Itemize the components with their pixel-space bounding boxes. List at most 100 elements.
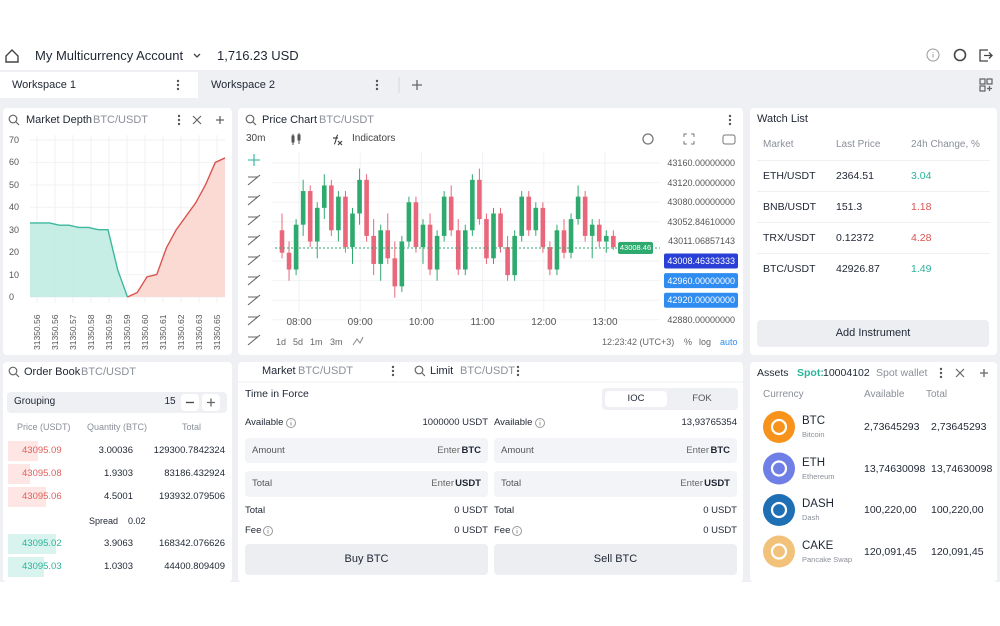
drawing-tool-icon[interactable]: [247, 334, 261, 346]
tab[interactable]: Workspace 2: [211, 79, 275, 91]
menu-icon[interactable]: [728, 122, 732, 126]
add-instrument-button[interactable]: [757, 320, 989, 347]
logout-icon[interactable]: [979, 49, 993, 62]
candle-body: [371, 235, 376, 264]
menu-icon[interactable]: [375, 83, 379, 87]
drawing-tool-icon[interactable]: [247, 314, 261, 326]
range-button[interactable]: 1m: [310, 337, 323, 347]
available: 120,091,45: [864, 545, 917, 558]
menu-icon[interactable]: [375, 87, 379, 91]
menu-icon[interactable]: [939, 375, 943, 379]
drawing-tool-icon[interactable]: [247, 274, 261, 286]
tab[interactable]: Workspace 1: [12, 79, 76, 91]
fullscreen-icon[interactable]: [683, 133, 695, 145]
menu-icon[interactable]: [176, 87, 180, 91]
button-label[interactable]: Sell BTC: [593, 553, 638, 565]
scale-option[interactable]: log: [699, 337, 712, 347]
menu-icon[interactable]: [176, 83, 180, 87]
menu-icon[interactable]: [391, 373, 395, 377]
drawing-tool-icon[interactable]: [247, 234, 261, 246]
unit: BTC: [710, 445, 730, 456]
indicators-button[interactable]: Indicators: [352, 133, 396, 144]
menu-icon[interactable]: [177, 118, 181, 122]
price: 43095.08: [22, 468, 62, 479]
price-label: 42880.00000000: [667, 314, 735, 325]
candle-type-icon[interactable]: [291, 133, 301, 145]
tif-option[interactable]: FOK: [692, 393, 712, 404]
drawing-tool-icon[interactable]: [247, 214, 261, 226]
coin-name: Pancake Swap: [802, 554, 853, 564]
candle-body: [568, 219, 574, 253]
price-label: 43120.00000000: [667, 177, 735, 188]
range-button[interactable]: 5d: [293, 337, 304, 347]
plus-icon[interactable]: [216, 116, 224, 124]
drawing-tool-icon[interactable]: [248, 154, 260, 166]
compare-icon[interactable]: [352, 336, 364, 346]
account-name[interactable]: My Multicurrency Account: [35, 48, 184, 63]
wallet-select[interactable]: Spot wallet: [876, 367, 928, 379]
plus-icon[interactable]: [207, 398, 215, 407]
menu-icon[interactable]: [177, 122, 181, 126]
menu-icon[interactable]: [728, 114, 732, 118]
menu-icon[interactable]: [391, 365, 395, 369]
range-button[interactable]: 3m: [330, 337, 343, 347]
tif-option[interactable]: IOC: [627, 393, 645, 404]
button-label[interactable]: Buy BTC: [344, 553, 389, 565]
quantity: 3.00036: [98, 445, 133, 456]
settings-icon[interactable]: [642, 133, 654, 145]
menu-icon[interactable]: [516, 365, 520, 369]
scale-option[interactable]: %: [684, 337, 693, 347]
layout-icon[interactable]: [979, 85, 986, 92]
unit: USDT: [455, 478, 481, 489]
tab[interactable]: Market: [262, 365, 296, 377]
plus-icon[interactable]: [980, 369, 988, 377]
active-tab[interactable]: [0, 72, 198, 98]
indicator-icon[interactable]: [333, 134, 343, 146]
menu-icon[interactable]: [177, 114, 181, 118]
scale-option[interactable]: auto: [720, 337, 738, 347]
menu-icon[interactable]: [516, 373, 520, 377]
settings-icon[interactable]: [953, 48, 967, 62]
plus-icon[interactable]: [412, 80, 422, 90]
range-button[interactable]: 1d: [276, 337, 287, 347]
drawing-tool-icon[interactable]: [247, 294, 261, 306]
last-price-bg: [618, 241, 653, 254]
snapshot-icon[interactable]: [722, 134, 736, 145]
chevron-icon[interactable]: [193, 53, 201, 58]
total-input[interactable]: [245, 471, 488, 497]
depth-bar: [8, 464, 30, 484]
sell-button[interactable]: [494, 544, 737, 575]
close-icon[interactable]: [955, 368, 965, 378]
search-icon: [8, 114, 18, 124]
x-tick-label: 31350.59: [122, 314, 132, 350]
info-icon: [926, 48, 940, 62]
menu-icon[interactable]: [939, 367, 943, 371]
menu-icon[interactable]: [516, 369, 520, 373]
total-input[interactable]: [494, 471, 737, 497]
amount-input[interactable]: [245, 438, 488, 463]
drawing-tool-icon[interactable]: [247, 254, 261, 266]
buy-button[interactable]: [245, 544, 488, 575]
home-icon[interactable]: [5, 49, 19, 63]
candle-body: [329, 185, 334, 231]
candle-body: [427, 224, 433, 270]
menu-icon[interactable]: [375, 79, 379, 83]
info-icon: [535, 418, 545, 428]
drawing-tool-icon[interactable]: [247, 174, 261, 186]
close-icon[interactable]: [192, 115, 202, 125]
drawing-tool-icon[interactable]: [247, 194, 261, 206]
menu-icon[interactable]: [176, 79, 180, 83]
amount-input[interactable]: [494, 438, 737, 463]
market: BTC/USDT: [763, 263, 816, 275]
menu-icon[interactable]: [939, 371, 943, 375]
menu-icon[interactable]: [728, 118, 732, 122]
button-label[interactable]: Add Instrument: [835, 327, 911, 339]
tab[interactable]: Limit: [430, 365, 454, 377]
plus-icon[interactable]: [987, 86, 992, 91]
layout-icon[interactable]: [986, 78, 993, 85]
tif-active[interactable]: [605, 391, 667, 407]
layout-icon[interactable]: [979, 78, 986, 85]
menu-icon[interactable]: [391, 369, 395, 373]
interval[interactable]: 30m: [246, 133, 266, 144]
